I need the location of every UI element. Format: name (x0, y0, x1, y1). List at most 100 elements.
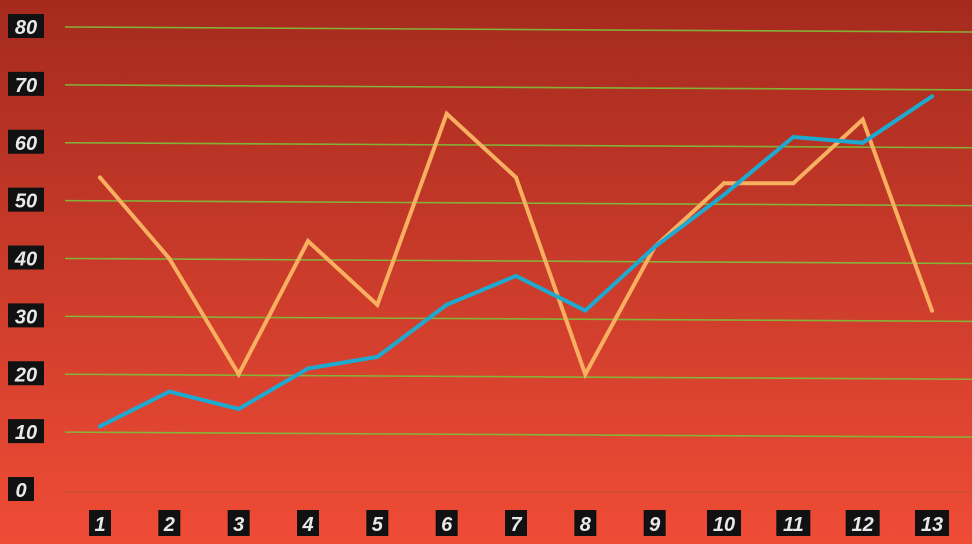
series-1-point-4 (306, 239, 310, 244)
x-tick-label: 12 (852, 514, 874, 536)
x-tick-4: 4 (297, 510, 319, 536)
x-tick-9: 9 (643, 510, 666, 536)
series-1-point-2 (167, 256, 172, 261)
y-tick-box (8, 129, 44, 154)
series-1-point-1 (98, 175, 102, 180)
series-2-point-4 (306, 366, 310, 371)
series-2-point-1 (98, 424, 102, 429)
y-tick-label: 10 (15, 422, 37, 444)
y-tick-80: 80 (8, 14, 44, 39)
series-2-point-7 (514, 273, 518, 278)
y-tick-70: 70 (8, 71, 44, 97)
x-tick-label: 6 (441, 514, 453, 536)
gridline-30 (64, 315, 972, 323)
y-tick-box (8, 477, 34, 501)
series-lines (98, 94, 934, 429)
x-tick-3: 3 (227, 510, 250, 536)
x-tick-6: 6 (435, 510, 458, 536)
series-2-point-3 (236, 406, 241, 411)
x-tick-box (845, 510, 880, 536)
x-tick-7: 7 (505, 510, 527, 536)
series-2-point-11 (791, 134, 796, 139)
x-tick-label: 8 (580, 514, 592, 536)
x-tick-label: 9 (649, 514, 661, 536)
x-tick-box (366, 510, 389, 536)
x-tick-label: 13 (921, 514, 943, 536)
x-tick-label: 5 (372, 514, 384, 536)
series-2-point-13 (930, 94, 934, 99)
series-2-point-10 (722, 192, 726, 197)
gridline-80 (64, 26, 972, 33)
x-tick-box (297, 510, 319, 536)
y-tick-box (8, 361, 44, 386)
gridline-10 (64, 431, 972, 438)
y-tick-label: 30 (15, 306, 37, 328)
x-tick-box (158, 510, 181, 536)
series-2-point-12 (860, 140, 865, 145)
x-tick-label: 7 (510, 514, 522, 536)
y-tick-box (8, 419, 44, 444)
x-tick-box (643, 510, 666, 536)
y-tick-box (8, 303, 44, 328)
gridline-50 (64, 199, 972, 207)
series-2-point-9 (652, 244, 657, 249)
series-1-point-13 (930, 308, 934, 313)
series-1-point-3 (236, 372, 241, 377)
y-tick-box (8, 187, 44, 212)
y-tick-label: 40 (14, 249, 37, 271)
x-tick-13: 13 (915, 510, 949, 536)
y-tick-60: 60 (8, 129, 44, 155)
y-tick-box (8, 245, 44, 270)
x-tick-box (227, 510, 250, 536)
gridline-70 (64, 84, 972, 91)
y-tick-label: 0 (15, 480, 26, 502)
series-1-point-6 (444, 111, 449, 116)
x-tick-label: 1 (94, 514, 105, 536)
series-2-points (98, 94, 934, 429)
y-tick-20: 20 (8, 361, 44, 386)
x-tick-label: 11 (783, 514, 804, 536)
y-tick-10: 10 (8, 419, 44, 444)
x-tick-box (435, 510, 458, 536)
x-tick-label: 3 (233, 514, 244, 536)
y-tick-50: 50 (8, 187, 44, 213)
x-tick-8: 8 (574, 510, 597, 536)
y-tick-0: 0 (8, 477, 34, 502)
y-tick-label: 60 (15, 133, 37, 155)
x-tick-2: 2 (158, 510, 181, 536)
y-tick-40: 40 (8, 245, 44, 271)
x-tick-box (707, 510, 741, 536)
x-tick-5: 5 (366, 510, 389, 536)
series-1-point-7 (514, 175, 518, 180)
x-tick-box (89, 510, 111, 536)
gridline-60 (64, 141, 972, 149)
x-tick-label: 2 (163, 514, 175, 536)
x-tick-label: 10 (713, 514, 735, 536)
x-tick-box (776, 510, 811, 536)
x-tick-label: 4 (301, 514, 313, 536)
x-tick-box (505, 510, 527, 536)
series-1-point-5 (375, 302, 380, 307)
x-tick-box (574, 510, 597, 536)
x-tick-11: 11 (776, 510, 811, 536)
series-1-point-10 (722, 181, 726, 186)
y-tick-label: 70 (15, 75, 37, 97)
series-2-point-6 (444, 302, 449, 307)
x-axis: 1 2 3 4 5 6 7 8 9 10 11 12 13 (89, 510, 949, 536)
series-2-point-8 (583, 308, 588, 313)
y-tick-box (8, 71, 44, 96)
x-tick-10: 10 (707, 510, 741, 536)
x-tick-box (915, 510, 949, 536)
series-1-point-11 (791, 181, 796, 186)
y-tick-box (8, 14, 44, 38)
series-2-point-2 (167, 389, 172, 394)
series-2-point-5 (375, 354, 380, 359)
series-1-points (98, 111, 934, 377)
y-tick-label: 50 (15, 191, 37, 213)
series-1-point-12 (860, 117, 865, 122)
series-1-point-8 (583, 372, 588, 377)
y-tick-label: 80 (15, 17, 37, 39)
